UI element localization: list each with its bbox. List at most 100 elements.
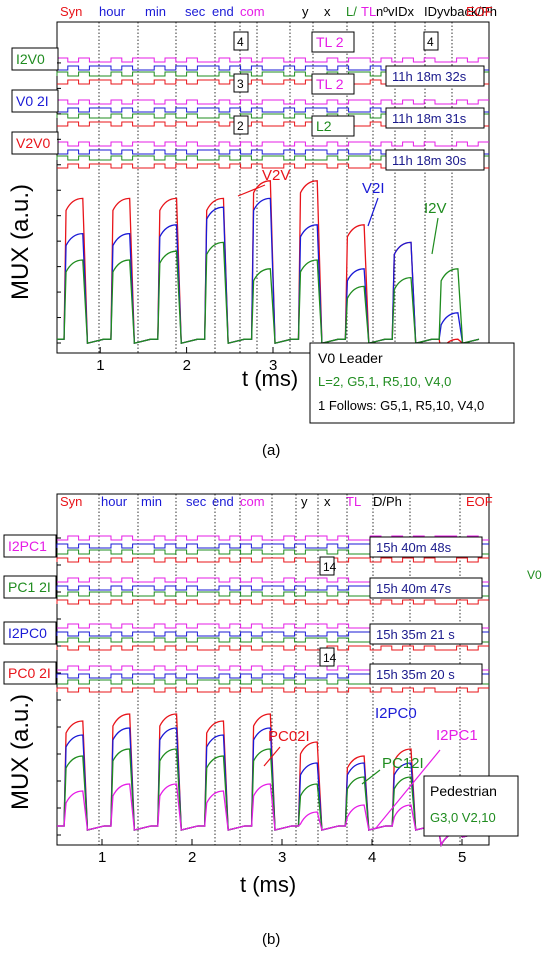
tl-box <box>311 115 355 137</box>
header-label: y <box>301 494 308 509</box>
panel-a-ylabel: MUX (a.u.) <box>7 184 34 300</box>
legend-line: 1 Follows: G5,1, R5,10, V4,0 <box>318 398 484 413</box>
annotation-v2i: V2I <box>362 180 385 197</box>
row-label-box <box>3 534 57 558</box>
header-label: nºvIDx <box>376 4 414 19</box>
annotation-arrow <box>431 217 439 255</box>
number-box-text: 4 <box>427 35 434 49</box>
annotation-arrow <box>237 184 266 197</box>
series-line-I2V <box>57 241 480 345</box>
tl-box-text: TL 2 <box>316 34 344 50</box>
header-label: x <box>324 494 331 509</box>
tl-box <box>311 31 355 53</box>
panel-a: Syn hour min sec end com y x L/TL nºvIDx IDyvback/… <box>7 4 515 459</box>
header-label: TL <box>346 494 361 509</box>
series-line-I2PC1 <box>57 783 480 848</box>
tl-box-text: L2 <box>316 118 332 134</box>
annotation-pc02i: PC02I <box>268 728 310 745</box>
time-stamp: 11h 18m 30s <box>392 153 467 168</box>
header-label: y <box>302 4 309 19</box>
x-tick-label: 5 <box>458 849 466 866</box>
annotation-pc12i: PC12I <box>382 755 424 772</box>
x-tick-label: 2 <box>188 849 196 866</box>
number-box <box>233 115 249 135</box>
time-stamp: 15h 35m 21 s <box>376 627 455 642</box>
annotation-arrow <box>375 749 441 829</box>
annotation-i2pc1: I2PC1 <box>436 727 478 744</box>
row-label-box <box>11 47 59 71</box>
tl-box-text: TL 2 <box>316 76 344 92</box>
annotation-arrow <box>263 746 281 767</box>
row-label: V2V0 <box>16 135 50 151</box>
panel-a-xlabel: t (ms) <box>242 366 298 391</box>
row-label: PC1 2I <box>8 579 51 595</box>
panel-b-ylabel: MUX (a.u.) <box>7 694 34 810</box>
legend-line: L=2, G5,1, R5,10, V4,0 <box>318 374 451 389</box>
legend-title: Pedestrian <box>430 783 497 799</box>
series-line-I2PC0 <box>57 727 480 848</box>
header-label: Syn <box>60 494 82 509</box>
time-stamp: 15h 40m 48s <box>376 540 452 555</box>
legend-box <box>309 342 515 424</box>
annotation-i2pc0: I2PC0 <box>375 705 417 722</box>
legend-box <box>423 775 519 837</box>
time-box <box>369 577 483 599</box>
row-label-box <box>11 131 59 155</box>
header-label: EOF <box>466 494 493 509</box>
row-label-box <box>3 661 57 685</box>
header-label: L/ <box>346 4 357 19</box>
number-box-text: 4 <box>237 35 244 49</box>
header-label: x <box>324 4 331 19</box>
row-label-box <box>3 621 57 645</box>
annotation-arrow <box>361 769 381 785</box>
digital-trace <box>57 535 489 541</box>
time-box <box>369 536 483 558</box>
time-box <box>385 149 485 171</box>
series-line-PC02I <box>57 713 480 848</box>
number-box-text: 3 <box>237 77 244 91</box>
x-tick-label: 4 <box>368 849 376 866</box>
time-box <box>369 663 483 685</box>
row-label-box <box>11 89 59 113</box>
header-label: end <box>212 4 234 19</box>
number-box <box>319 647 335 667</box>
row-label: I2PC1 <box>8 538 47 554</box>
header-label: D/Ph <box>373 494 402 509</box>
header-label: min <box>145 4 166 19</box>
number-box <box>319 556 335 576</box>
series-line-V2V <box>57 180 480 354</box>
time-stamp: 15h 35m 20 s <box>376 667 455 682</box>
panel-b-side-label: V0 <box>527 568 542 582</box>
time-box <box>385 107 485 129</box>
x-tick-label: 2 <box>183 357 191 374</box>
digital-trace <box>56 99 489 105</box>
time-box <box>369 623 483 645</box>
header-label: hour <box>99 4 126 19</box>
panel-b-xlabel: t (ms) <box>240 872 296 897</box>
row-label: V0 2I <box>16 93 49 109</box>
header-label: IDyvback/Ph <box>424 4 497 19</box>
time-box <box>385 65 485 87</box>
annotation-arrow <box>367 197 379 227</box>
panel-b: Syn hour min sec end com y x TL D/Ph EOF I2PC1 15h … <box>3 493 542 948</box>
row-label: I2PC0 <box>8 625 47 641</box>
x-tick-label: 3 <box>269 357 277 374</box>
row-label: I2V0 <box>16 51 45 67</box>
time-stamp: 15h 40m 47s <box>376 581 452 596</box>
annotation-v2v: V2V <box>262 167 290 184</box>
series-line-V2I <box>57 197 480 345</box>
header-label: hour <box>101 494 128 509</box>
header-label: com <box>240 494 265 509</box>
legend-title: V0 Leader <box>318 350 383 366</box>
tl-box <box>311 73 355 95</box>
x-tick-label: 1 <box>96 357 104 374</box>
x-tick-label: 3 <box>278 849 286 866</box>
row-label: PC0 2I <box>8 665 51 681</box>
header-label: com <box>240 4 265 19</box>
digital-trace <box>56 687 489 693</box>
number-box-text: 14 <box>323 560 337 574</box>
time-stamp: 11h 18m 31s <box>392 111 467 126</box>
header-label: TL <box>361 4 376 19</box>
row-label-box <box>3 575 57 599</box>
